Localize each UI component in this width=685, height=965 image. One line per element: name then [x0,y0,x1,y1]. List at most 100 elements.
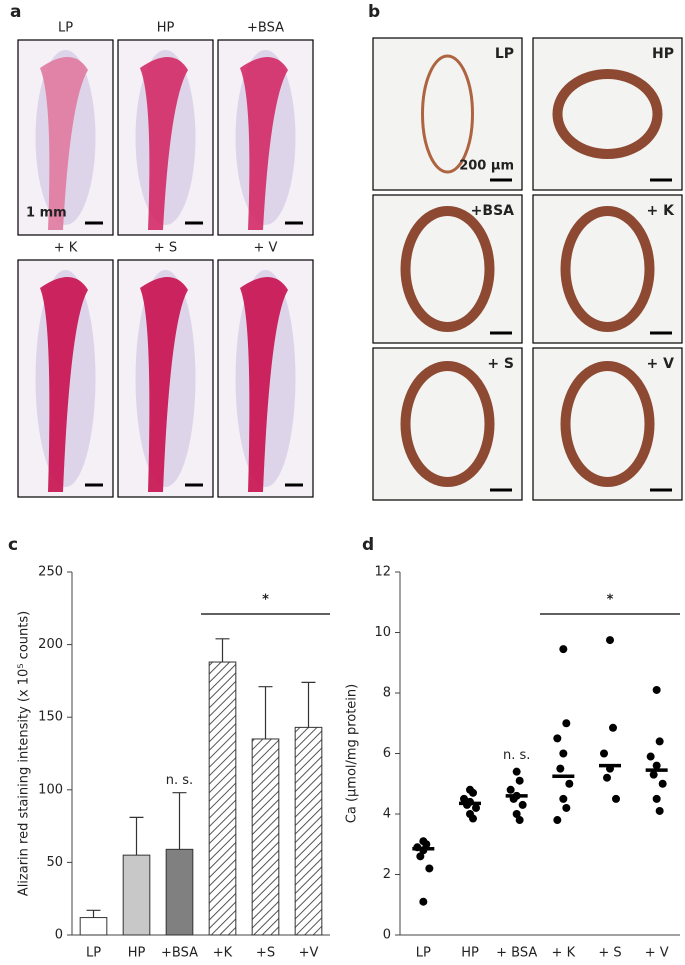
data-point [518,800,527,809]
y-axis-label: Alizarin red staining intensity (x 10⁵ c… [17,611,32,896]
y-tick-label: 6 [383,746,391,761]
data-point [655,806,664,815]
annotation: * [607,593,614,608]
image-label: + K [647,203,676,219]
y-tick-label: 200 [38,637,63,652]
data-point [416,852,425,861]
bar [208,661,237,936]
data-point [559,749,568,758]
panel-label: c [8,535,18,555]
x-tick-label: +S [256,946,275,961]
bar [165,848,194,936]
error-bar [129,816,144,856]
panel-label: a [10,2,21,22]
data-point [612,794,620,803]
data-point [606,636,614,645]
error-bar [301,681,316,728]
y-tick-label: 250 [38,565,63,580]
section-ring [560,206,655,332]
data-point [562,719,571,728]
panel-b: LP 200 µm HP +BSA + K + S + V [372,37,683,501]
data-point [469,788,477,797]
data-point [603,773,611,782]
photo-frame [532,347,683,501]
data-point [652,761,661,770]
data-point [422,840,431,849]
image-label: LP [58,21,73,36]
data-point [506,785,515,794]
section-ring [421,54,474,174]
data-point [562,803,571,812]
bar [294,726,323,936]
data-point [559,794,568,803]
data-point [652,794,661,803]
image-label: + V [254,241,278,256]
x-tick-label: HP [128,946,146,961]
y-tick-label: 100 [38,782,63,797]
image-label: HP [157,21,175,36]
data-point [600,749,608,758]
aorta [140,56,188,230]
y-axis-label: Ca (µmol/mg protein) [345,684,360,823]
y-tick-label: 2 [383,867,391,882]
aorta [240,56,288,230]
y-tick-label: 4 [383,807,391,822]
photo-frame [372,194,523,344]
panel-label: d [362,535,374,555]
photo-frame [372,347,523,501]
image-label: + V [647,356,675,372]
scale-label: 1 mm [26,206,67,221]
aorta [240,276,288,492]
annotation: n. s. [503,748,530,763]
y-tick-label: 10 [374,625,391,640]
data-point [553,734,562,743]
error-bar [258,686,273,739]
image-label: + S [487,356,514,372]
data-point [419,897,428,906]
aorta [40,56,88,230]
data-point [469,814,477,823]
y-tick-label: 12 [374,565,391,580]
error-bar [215,638,230,663]
panel-a: LP 1 mm HP +BSA + K + S + V [17,21,314,498]
aorta [140,276,188,492]
error-bar [86,909,101,918]
y-tick-label: 8 [383,686,391,701]
bar [79,917,108,936]
section-ring [400,206,495,332]
x-tick-label: +BSA [161,946,198,961]
data-point [553,816,562,825]
annotation: n. s. [166,773,193,788]
data-point [512,767,521,776]
bar [122,854,151,936]
annotation: * [262,593,269,608]
image-label: LP [495,46,514,62]
aorta [40,276,88,492]
y-tick-label: 50 [46,855,63,870]
x-tick-label: + K [552,946,576,961]
data-point [515,776,524,785]
section-ring [400,361,495,487]
scale-label: 200 µm [459,159,514,174]
image-label: +BSA [471,203,514,219]
y-tick-label: 0 [55,928,63,943]
image-label: + K [54,241,78,256]
data-point [652,685,661,694]
x-tick-label: LP [416,946,431,961]
data-point [460,794,468,803]
section-ring [552,69,663,159]
x-tick-label: +V [299,946,319,961]
panel-label: b [368,2,380,22]
data-point [658,779,667,788]
photo-frame [372,37,523,191]
data-point [556,764,565,773]
data-point [609,723,617,732]
image-label: + S [154,241,177,256]
x-tick-label: + S [598,946,621,961]
x-tick-label: +K [213,946,233,961]
x-tick-label: + BSA [496,946,537,961]
y-tick-label: 0 [383,928,391,943]
y-tick-label: 150 [38,710,63,725]
image-label: +BSA [247,21,284,36]
